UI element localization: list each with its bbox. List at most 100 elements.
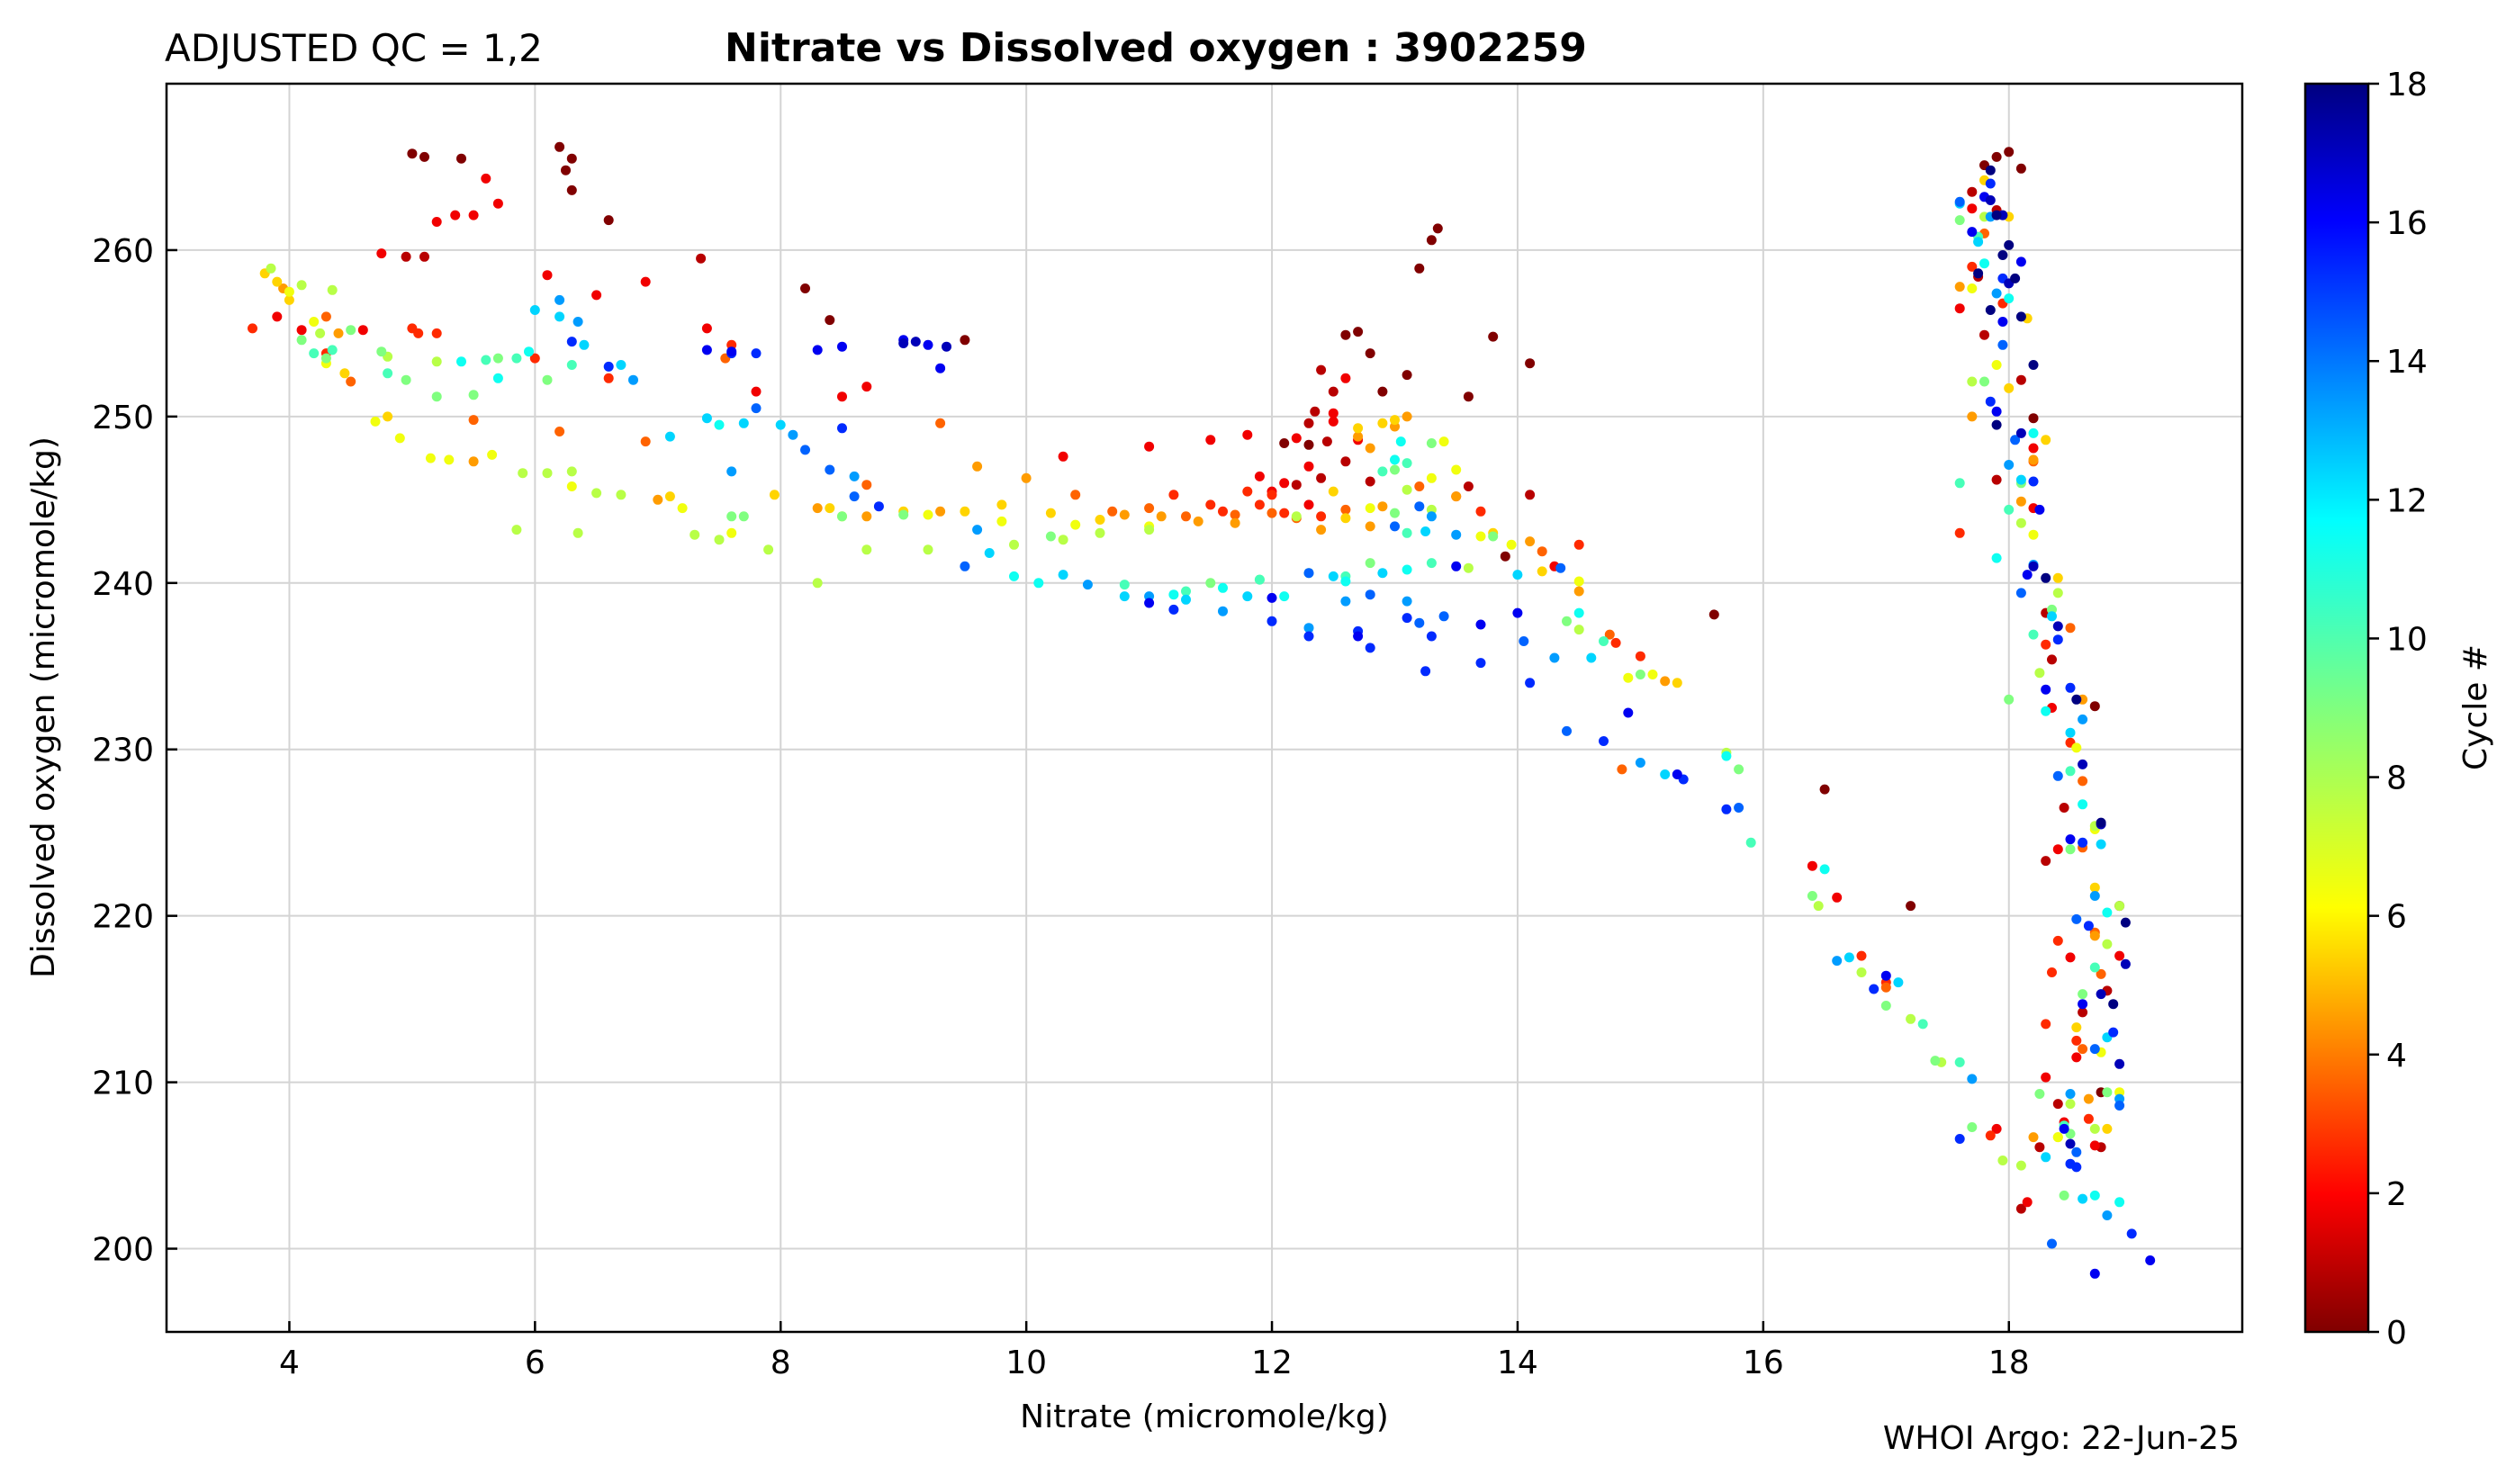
data-point (2078, 999, 2088, 1010)
data-point (542, 468, 553, 479)
data-point (566, 337, 577, 347)
colorbar: 0 2 4 6 8 10 12 14 16 18 Cycle # (2303, 67, 2494, 1352)
data-point (1537, 546, 1547, 557)
data-point (1880, 970, 1891, 981)
data-point (1438, 436, 1449, 447)
data-point (2015, 163, 2026, 174)
data-point (1488, 531, 1499, 542)
data-point (1168, 490, 1179, 500)
data-point (2015, 256, 2026, 267)
data-point (1537, 566, 1547, 577)
data-point (2015, 496, 2026, 507)
data-point (701, 413, 712, 424)
data-point (726, 346, 737, 357)
data-point (2041, 1019, 2051, 1030)
x-tick-label: 14 (1497, 1345, 1538, 1381)
data-point (1906, 1013, 1916, 1024)
data-point (272, 311, 283, 322)
data-point (849, 471, 860, 481)
data-point (1316, 511, 1327, 522)
data-point (1353, 631, 1364, 642)
data-point (2096, 839, 2106, 850)
data-point (812, 578, 823, 589)
data-point (1365, 521, 1375, 532)
data-point (2047, 967, 2057, 977)
y-tick-label: 230 (92, 733, 154, 769)
data-point (1242, 429, 1253, 440)
data-point (1954, 282, 1965, 292)
data-point (2065, 727, 2076, 738)
data-point (935, 418, 946, 428)
data-point (2078, 1007, 2088, 1018)
data-point (1893, 977, 1904, 988)
data-point (1144, 441, 1155, 452)
data-point (2015, 1203, 2026, 1214)
data-point (492, 198, 503, 209)
data-point (511, 353, 522, 364)
data-point (320, 353, 331, 364)
data-point (315, 328, 326, 338)
data-point (2071, 1052, 2082, 1063)
data-point (1880, 982, 1891, 993)
data-point (960, 506, 970, 517)
data-point (1181, 586, 1191, 597)
data-point (1058, 535, 1068, 545)
data-point (1303, 631, 1314, 642)
data-point (861, 382, 872, 392)
data-point (2078, 1044, 2088, 1055)
data-point (726, 527, 737, 538)
data-point (1144, 525, 1155, 535)
x-tick-label: 8 (771, 1345, 791, 1381)
data-point (1967, 186, 1978, 197)
data-point (591, 290, 602, 301)
data-point (1991, 406, 2002, 417)
data-point (1519, 636, 1529, 646)
data-point (1058, 451, 1068, 462)
data-point (401, 374, 411, 385)
data-point (2114, 950, 2125, 961)
data-point (2041, 639, 2051, 650)
data-point (996, 499, 1007, 510)
data-point (284, 286, 294, 297)
data-point (1267, 592, 1277, 603)
data-point (616, 490, 626, 500)
data-point (2034, 668, 2045, 679)
data-point (2126, 1228, 2137, 1239)
data-point (1377, 466, 1388, 477)
data-point (1991, 288, 2002, 299)
data-point (1967, 1074, 1978, 1084)
data-point (2041, 435, 2051, 445)
data-point (910, 337, 921, 347)
data-point (603, 373, 614, 383)
data-point (284, 294, 294, 305)
data-point (1119, 591, 1130, 602)
data-point (2083, 1113, 2094, 1124)
data-point (616, 360, 626, 370)
data-point (1365, 503, 1375, 514)
data-point (861, 511, 872, 522)
data-point (566, 184, 577, 195)
data-point (2108, 1027, 2119, 1038)
colorbar-tick-label: 16 (2386, 205, 2428, 242)
data-point (346, 325, 356, 336)
data-point (923, 339, 933, 350)
data-point (346, 376, 356, 387)
data-point (2028, 629, 2039, 640)
data-point (383, 411, 393, 422)
data-point (1819, 864, 1830, 875)
data-point (2015, 1160, 2026, 1171)
data-point (1390, 508, 1400, 518)
y-axis-label: Dissolved oxygen (micromole/kg) (25, 436, 62, 978)
data-point (2059, 1190, 2069, 1201)
data-point (2071, 913, 2082, 924)
data-point (554, 427, 565, 436)
data-point (1095, 527, 1105, 538)
qc-label: ADJUSTED QC = 1,2 (165, 26, 543, 70)
data-point (1168, 589, 1179, 600)
data-point (653, 494, 663, 505)
data-point (2089, 1123, 2100, 1134)
data-point (2071, 694, 2082, 705)
data-point (873, 501, 884, 512)
data-point (444, 454, 455, 465)
data-point (2015, 517, 2026, 528)
